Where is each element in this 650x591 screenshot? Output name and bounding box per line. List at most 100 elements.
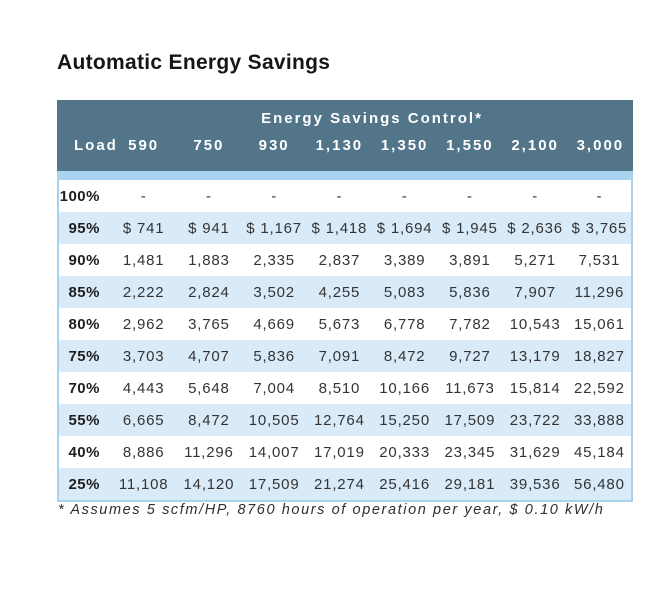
- value-cell: -: [372, 180, 438, 212]
- value-cell: 2,222: [111, 276, 177, 308]
- value-cell: 3,703: [111, 340, 177, 372]
- table-row: 80% 2,962 3,765 4,669 5,673 6,778 7,782 10,543 1…: [57, 308, 633, 340]
- value-cell: 2,837: [306, 244, 372, 276]
- value-cell: -: [111, 180, 177, 212]
- value-cell: 45,184: [567, 436, 633, 468]
- value-cell: 3,891: [437, 244, 503, 276]
- load-cell: 40%: [57, 436, 111, 468]
- value-cell: 14,120: [176, 468, 242, 502]
- value-cell: 14,007: [241, 436, 307, 468]
- column-header-load: Load: [57, 137, 116, 171]
- energy-savings-table: Energy Savings Control* Load 590 750 930 1,1…: [57, 100, 633, 502]
- value-cell: -: [241, 180, 307, 212]
- value-cell: 7,004: [241, 372, 307, 404]
- value-cell: 3,389: [372, 244, 438, 276]
- table-row: 25% 11,108 14,120 17,509 21,274 25,416 29,181 3…: [57, 468, 633, 502]
- table-body: 100% - - - - - - - -95% $ 741 $ 941 $ 1,167 $ 1,418 $…: [57, 171, 633, 502]
- value-cell: 3,765: [176, 308, 242, 340]
- value-cell: 17,509: [437, 404, 503, 436]
- table-row: 55% 6,665 8,472 10,505 12,764 15,250 17,509 23,…: [57, 404, 633, 436]
- table-header: Energy Savings Control* Load 590 750 930 1,1…: [57, 100, 633, 171]
- value-cell: $ 1,694: [372, 212, 438, 244]
- value-cell: 4,443: [111, 372, 177, 404]
- table-row: 85% 2,222 2,824 3,502 4,255 5,083 5,836 7,907 11…: [57, 276, 633, 308]
- column-header: 2,100: [502, 137, 568, 171]
- value-cell: 29,181: [437, 468, 503, 502]
- value-cell: -: [437, 180, 503, 212]
- value-cell: 11,296: [567, 276, 633, 308]
- column-header: 1,550: [437, 137, 503, 171]
- value-cell: 21,274: [306, 468, 372, 502]
- value-cell: 7,091: [306, 340, 372, 372]
- value-cell: 8,472: [176, 404, 242, 436]
- load-cell: 80%: [57, 308, 111, 340]
- value-cell: 10,166: [372, 372, 438, 404]
- header-accent-strip: [57, 171, 633, 180]
- load-cell: 70%: [57, 372, 111, 404]
- load-cell: 95%: [57, 212, 111, 244]
- value-cell: 11,108: [111, 468, 177, 502]
- value-cell: 5,673: [306, 308, 372, 340]
- table-row: 90% 1,481 1,883 2,335 2,837 3,389 3,891 5,271 7,…: [57, 244, 633, 276]
- value-cell: 33,888: [567, 404, 633, 436]
- value-cell: 2,962: [111, 308, 177, 340]
- value-cell: 56,480: [567, 468, 633, 502]
- value-cell: 7,531: [567, 244, 633, 276]
- value-cell: 13,179: [502, 340, 568, 372]
- value-cell: $ 1,418: [306, 212, 372, 244]
- value-cell: 4,669: [241, 308, 307, 340]
- value-cell: $ 2,636: [502, 212, 568, 244]
- value-cell: 7,782: [437, 308, 503, 340]
- value-cell: 12,764: [306, 404, 372, 436]
- value-cell: 11,296: [176, 436, 242, 468]
- value-cell: 5,271: [502, 244, 568, 276]
- value-cell: 18,827: [567, 340, 633, 372]
- value-cell: -: [502, 180, 568, 212]
- value-cell: 2,824: [176, 276, 242, 308]
- column-header-row: Load 590 750 930 1,130 1,350 1,550 2,100 3,000: [57, 137, 633, 171]
- value-cell: 23,345: [437, 436, 503, 468]
- value-cell: $ 741: [111, 212, 177, 244]
- value-cell: 1,883: [176, 244, 242, 276]
- group-header-row: Energy Savings Control*: [57, 100, 633, 137]
- column-header: 1,130: [306, 137, 372, 171]
- load-cell: 75%: [57, 340, 111, 372]
- value-cell: 22,592: [567, 372, 633, 404]
- value-cell: 15,250: [372, 404, 438, 436]
- value-cell: 8,510: [306, 372, 372, 404]
- value-cell: 10,505: [241, 404, 307, 436]
- value-cell: 9,727: [437, 340, 503, 372]
- group-header-spacer: [57, 100, 111, 137]
- value-cell: $ 1,167: [241, 212, 307, 244]
- table-row: 75% 3,703 4,707 5,836 7,091 8,472 9,727 13,179 1…: [57, 340, 633, 372]
- value-cell: 15,061: [567, 308, 633, 340]
- value-cell: 15,814: [502, 372, 568, 404]
- table-row: 95% $ 741 $ 941 $ 1,167 $ 1,418 $ 1,694 $ 1,94…: [57, 212, 633, 244]
- group-header-label: Energy Savings Control*: [111, 100, 633, 137]
- value-cell: 6,665: [111, 404, 177, 436]
- value-cell: 7,907: [502, 276, 568, 308]
- value-cell: 6,778: [372, 308, 438, 340]
- load-cell: 25%: [57, 468, 111, 502]
- value-cell: 25,416: [372, 468, 438, 502]
- value-cell: 17,509: [241, 468, 307, 502]
- value-cell: 23,722: [502, 404, 568, 436]
- column-header: 930: [241, 137, 307, 171]
- value-cell: 39,536: [502, 468, 568, 502]
- value-cell: 8,472: [372, 340, 438, 372]
- value-cell: 20,333: [372, 436, 438, 468]
- load-cell: 55%: [57, 404, 111, 436]
- value-cell: 11,673: [437, 372, 503, 404]
- load-cell: 100%: [57, 180, 111, 212]
- load-cell: 90%: [57, 244, 111, 276]
- value-cell: 4,255: [306, 276, 372, 308]
- footnote: * Assumes 5 scfm/HP, 8760 hours of opera…: [58, 502, 605, 518]
- value-cell: 8,886: [111, 436, 177, 468]
- page-title: Automatic Energy Savings: [57, 51, 331, 74]
- table-row: 40% 8,886 11,296 14,007 17,019 20,333 23,345 31…: [57, 436, 633, 468]
- table-row: 100% - - - - - - - -: [57, 180, 633, 212]
- value-cell: 4,707: [176, 340, 242, 372]
- column-header: 750: [176, 137, 242, 171]
- value-cell: 10,543: [502, 308, 568, 340]
